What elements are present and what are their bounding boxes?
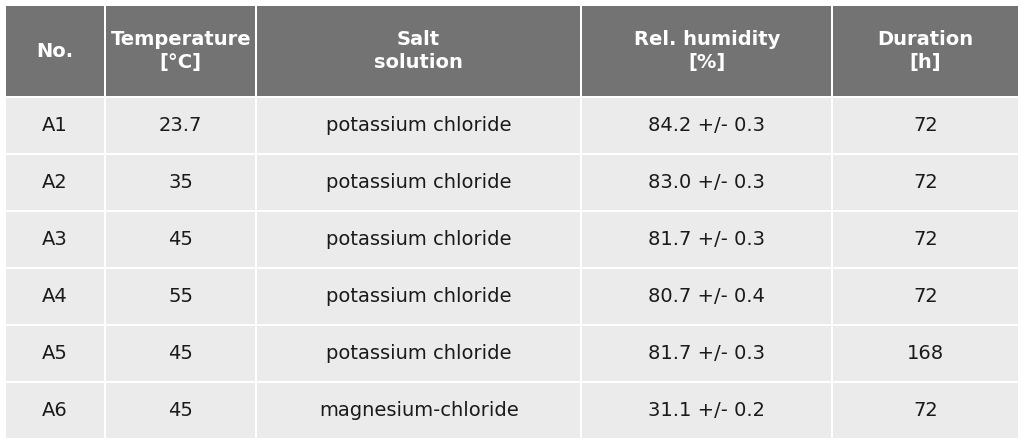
FancyBboxPatch shape [106,155,255,210]
FancyBboxPatch shape [834,383,1018,438]
FancyBboxPatch shape [583,6,831,96]
Text: A4: A4 [42,287,68,306]
FancyBboxPatch shape [6,6,104,96]
FancyBboxPatch shape [106,326,255,381]
FancyBboxPatch shape [257,155,581,210]
Text: 80.7 +/- 0.4: 80.7 +/- 0.4 [648,287,765,306]
FancyBboxPatch shape [834,6,1018,96]
FancyBboxPatch shape [583,326,831,381]
Text: 81.7 +/- 0.3: 81.7 +/- 0.3 [648,230,765,249]
FancyBboxPatch shape [257,212,581,267]
FancyBboxPatch shape [834,326,1018,381]
Text: 168: 168 [907,344,944,363]
FancyBboxPatch shape [583,269,831,324]
FancyBboxPatch shape [6,212,104,267]
Text: 72: 72 [913,116,938,135]
Text: A5: A5 [42,344,69,363]
Text: 72: 72 [913,230,938,249]
FancyBboxPatch shape [583,212,831,267]
FancyBboxPatch shape [106,383,255,438]
FancyBboxPatch shape [257,383,581,438]
Text: A1: A1 [42,116,68,135]
Text: 72: 72 [913,173,938,192]
Text: 72: 72 [913,401,938,420]
Text: potassium chloride: potassium chloride [326,287,511,306]
FancyBboxPatch shape [834,212,1018,267]
Text: 31.1 +/- 0.2: 31.1 +/- 0.2 [648,401,765,420]
FancyBboxPatch shape [834,155,1018,210]
FancyBboxPatch shape [106,6,255,96]
Text: magnesium-chloride: magnesium-chloride [318,401,518,420]
Text: 55: 55 [168,287,194,306]
Text: 45: 45 [168,401,194,420]
Text: No.: No. [37,42,74,61]
Text: Temperature
[°C]: Temperature [°C] [111,30,251,72]
FancyBboxPatch shape [106,98,255,153]
Text: Rel. humidity
[%]: Rel. humidity [%] [634,30,780,72]
FancyBboxPatch shape [834,269,1018,324]
Text: Duration
[h]: Duration [h] [878,30,974,72]
Text: 45: 45 [168,230,194,249]
Text: 81.7 +/- 0.3: 81.7 +/- 0.3 [648,344,765,363]
Text: potassium chloride: potassium chloride [326,173,511,192]
Text: 83.0 +/- 0.3: 83.0 +/- 0.3 [648,173,765,192]
Text: 84.2 +/- 0.3: 84.2 +/- 0.3 [648,116,765,135]
FancyBboxPatch shape [257,269,581,324]
FancyBboxPatch shape [106,269,255,324]
Text: A3: A3 [42,230,68,249]
Text: 45: 45 [168,344,194,363]
FancyBboxPatch shape [583,383,831,438]
FancyBboxPatch shape [257,6,581,96]
Text: 23.7: 23.7 [159,116,203,135]
FancyBboxPatch shape [834,98,1018,153]
FancyBboxPatch shape [106,212,255,267]
Text: potassium chloride: potassium chloride [326,230,511,249]
Text: potassium chloride: potassium chloride [326,116,511,135]
FancyBboxPatch shape [257,98,581,153]
Text: 35: 35 [168,173,194,192]
Text: potassium chloride: potassium chloride [326,344,511,363]
FancyBboxPatch shape [6,326,104,381]
FancyBboxPatch shape [583,155,831,210]
FancyBboxPatch shape [6,383,104,438]
Text: Salt
solution: Salt solution [374,30,463,72]
FancyBboxPatch shape [6,98,104,153]
FancyBboxPatch shape [257,326,581,381]
FancyBboxPatch shape [583,98,831,153]
FancyBboxPatch shape [6,269,104,324]
Text: 72: 72 [913,287,938,306]
Text: A6: A6 [42,401,68,420]
FancyBboxPatch shape [6,155,104,210]
Text: A2: A2 [42,173,68,192]
